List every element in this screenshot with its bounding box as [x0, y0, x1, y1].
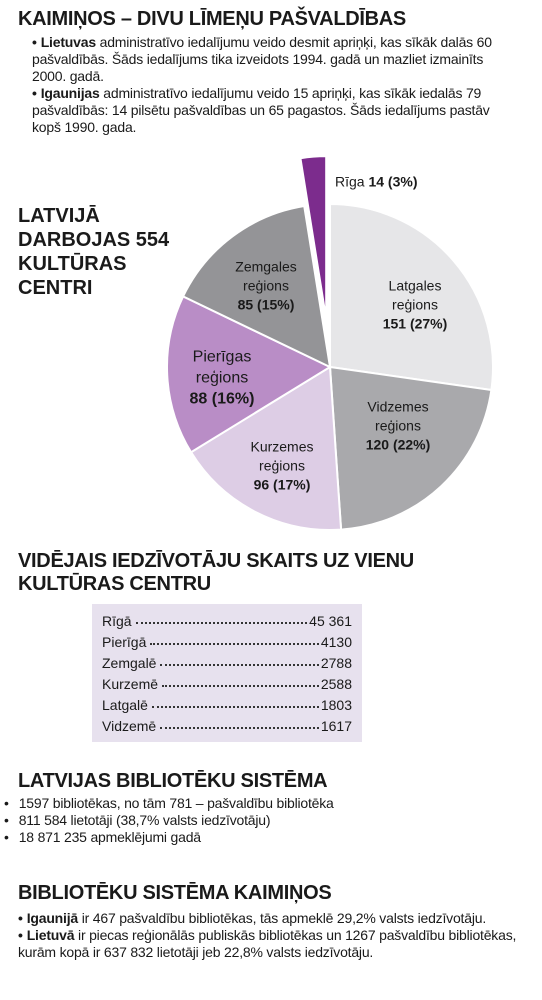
table-row: Latgalē 1803	[102, 692, 352, 713]
pie-slice	[328, 365, 493, 531]
row-value: 1803	[320, 697, 352, 713]
bullet-item: Igaunijas administratīvo iedalījumu veid…	[32, 85, 507, 136]
slice-name: Kurzemes reģions	[250, 438, 314, 474]
row-value: 2788	[320, 655, 352, 671]
leader	[160, 664, 319, 666]
leader	[162, 685, 319, 687]
row-value: 1617	[320, 718, 352, 734]
section-title: VIDĒJAIS IEDZĪVOTĀJU SKAITS UZ VIENU KUL…	[18, 550, 414, 595]
leader	[150, 643, 319, 645]
bullet-lead: Lietuvā	[26, 927, 75, 943]
bullet-lead: Lietuvas	[40, 34, 96, 50]
table-row: Zemgalē 2788	[102, 650, 352, 671]
leader	[160, 727, 319, 729]
bullet-item: 18 871 235 apmeklējumi gadā	[0, 829, 520, 846]
slice-name: Pierīgas reģions	[192, 348, 252, 387]
slice-label: Kurzemes reģions 96 (17%)	[235, 438, 330, 495]
slice-name: Rīga	[335, 173, 365, 190]
pie-slice	[329, 202, 494, 392]
row-value: 4130	[320, 634, 352, 650]
pie-slice	[166, 295, 333, 454]
bullet-lead: Igaunijā	[26, 910, 78, 926]
slice-name: Latgales reģions	[388, 277, 442, 313]
leader	[151, 706, 319, 708]
bullet-text: administratīvo iedalījumu veido desmit a…	[32, 34, 492, 84]
row-name: Rīgā	[102, 613, 132, 629]
chart-title: LATVIJĀ DARBOJAS 554 KULTŪRAS CENTRI	[18, 205, 170, 299]
row-name: Zemgalē	[102, 655, 157, 671]
slice-value: 151 (27%)	[382, 315, 448, 332]
slice-value: 88 (16%)	[189, 390, 255, 408]
slice-name: Zemgales reģions	[235, 258, 297, 294]
row-value: 45 361	[309, 613, 352, 629]
table-row: Pierīgā 4130	[102, 629, 352, 650]
bullet-text: ir piecas reģionālās publiskās bibliotēk…	[18, 927, 517, 960]
slice-label: Zemgales reģions 85 (15%)	[219, 258, 314, 315]
bullet-item: Lietuvā ir piecas reģionālās publiskās b…	[18, 927, 523, 961]
section-title: KAIMIŅOS – DIVU LĪMEŅU PAŠVALDĪBAS	[18, 8, 406, 30]
row-name: Kurzemē	[102, 676, 159, 692]
row-name: Vidzemē	[102, 718, 157, 734]
bullet-item: Lietuvas administratīvo iedalījumu veido…	[32, 34, 507, 85]
slice-label: Rīga 14 (3%)	[335, 173, 418, 192]
row-value: 2588	[320, 676, 352, 692]
slice-value: 85 (15%)	[237, 296, 295, 313]
slice-value: 14 (3%)	[368, 173, 418, 190]
slice-value: 120 (22%)	[365, 436, 431, 453]
bullet-lead: Igaunijas	[40, 85, 100, 101]
bullet-text: administratīvo iedalījumu veido 15 apriņ…	[32, 85, 490, 135]
pie-slice	[181, 204, 332, 369]
bullet-list: Igaunijā ir 467 pašvaldību bibliotēkas, …	[18, 910, 523, 961]
bullet-item: 1597 bibliotēkas, no tām 781 – pašvaldīb…	[0, 795, 520, 812]
row-name: Pierīgā	[102, 634, 147, 650]
row-name: Latgalē	[102, 697, 148, 713]
pie-slice	[299, 155, 328, 320]
table-row: Rīgā 45 361	[102, 608, 352, 629]
bullet-item: Igaunijā ir 467 pašvaldību bibliotēkas, …	[18, 910, 523, 927]
bullet-list: Lietuvas administratīvo iedalījumu veido…	[32, 34, 507, 136]
pie-chart	[166, 155, 494, 531]
section-title: LATVIJAS BIBLIOTĒKU SISTĒMA	[18, 770, 328, 792]
leader	[135, 622, 308, 624]
slice-name: Vidzemes reģions	[367, 398, 429, 434]
bullet-item: 811 584 lietotāji (38,7% valsts iedzīvot…	[0, 812, 520, 829]
pie-slice	[189, 365, 343, 531]
bullet-list: 1597 bibliotēkas, no tām 781 – pašvaldīb…	[0, 795, 520, 846]
table: Rīgā 45 361 Pierīgā 4130 Zemgalē 2788 Kurzemē 2…	[92, 604, 362, 742]
table-row: Kurzemē 2588	[102, 671, 352, 692]
slice-label: Pierīgas reģions 88 (16%)	[175, 347, 270, 410]
table-row: Vidzemē 1617	[102, 713, 352, 734]
bullet-text: ir 467 pašvaldību bibliotēkas, tās apmek…	[81, 910, 487, 926]
section-title: BIBLIOTĒKU SISTĒMA KAIMIŅOS	[18, 882, 332, 904]
slice-label: Latgales reģions 151 (27%)	[368, 277, 463, 334]
slice-value: 96 (17%)	[253, 476, 311, 493]
slice-label: Vidzemes reģions 120 (22%)	[351, 398, 446, 455]
